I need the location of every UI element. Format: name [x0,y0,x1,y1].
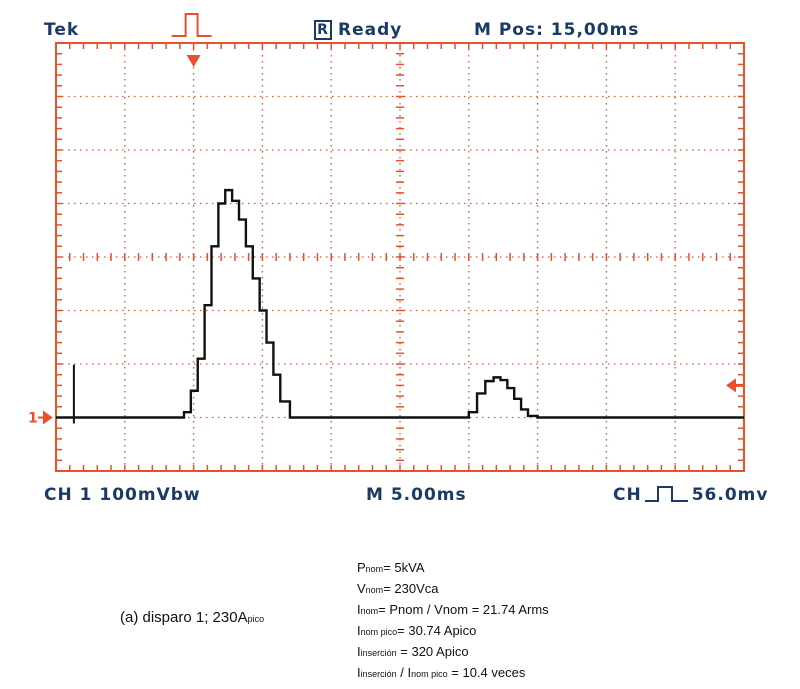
spec-row: Inom pico= 30.74 Apico [357,621,549,642]
status-text: Ready [338,20,403,40]
spec-part: V [357,581,366,596]
spec-part: nom pico [360,627,398,637]
spec-part: = 10.4 veces [447,665,526,680]
spec-part: nom pico [411,669,448,679]
run-status-letter: R [314,20,332,40]
trigger-pulse-icon [171,13,212,37]
markers: 1 [28,13,744,427]
channel-marker-label: 1 [28,411,38,427]
spec-part: = Pnom / Vnom = 21.74 Arms [378,602,549,617]
horizontal-position: M Pos: 15,00ms [474,20,640,40]
brand-label: Tek [44,20,80,40]
trigger-level: 56.0mv [691,485,769,505]
channel-marker-arrow [38,410,53,425]
spec-row: Iinserción / Inom pico = 10.4 veces [357,663,549,684]
spec-part: = 320 Apico [396,644,469,659]
trigger-position-arrow [186,55,201,67]
spec-row: Iinserción = 320 Apico [357,642,549,663]
trigger-source: CH [613,485,642,505]
spec-part: = 5kVA [383,560,425,575]
trace-line [56,188,744,419]
trigger-level-marker [726,378,736,393]
spec-row: Inom= Pnom / Vnom = 21.74 Arms [357,600,549,621]
spec-part: inserción [360,648,397,658]
spec-part: nom [360,606,379,616]
spec-row: Vnom= 230Vca [357,579,549,600]
spec-part: P [357,560,366,575]
spec-part: / [396,665,408,680]
rising-edge-icon [644,486,688,502]
spec-part: I [357,644,361,659]
channel-scale: CH 1 100mVbw [44,485,201,505]
spec-part: I [357,665,361,680]
graticule [55,42,745,472]
trigger-readout: CH 56.0mv [613,485,768,505]
spec-row: Pnom= 5kVA [357,558,549,579]
figure-caption: (a) disparo 1; 230Apico [120,609,264,626]
spec-part: inserción [360,669,397,679]
spec-part: I [407,665,412,680]
spec-part: I [357,623,361,638]
spec-part: nom [365,564,384,574]
timebase: M 5.00ms [366,485,467,505]
acquisition-status: R Ready [314,20,402,40]
spec-list: Pnom= 5kVA Vnom= 230Vca Inom= Pnom / Vnom … [357,558,549,684]
spec-part: I [357,602,361,617]
spec-part: nom [365,585,384,595]
caption-sub: pico [247,614,265,624]
spec-part: = 230Vca [383,581,439,596]
spec-part: = 30.74 Apico [397,623,477,638]
caption-main: (a) disparo 1; 230A [120,609,248,626]
